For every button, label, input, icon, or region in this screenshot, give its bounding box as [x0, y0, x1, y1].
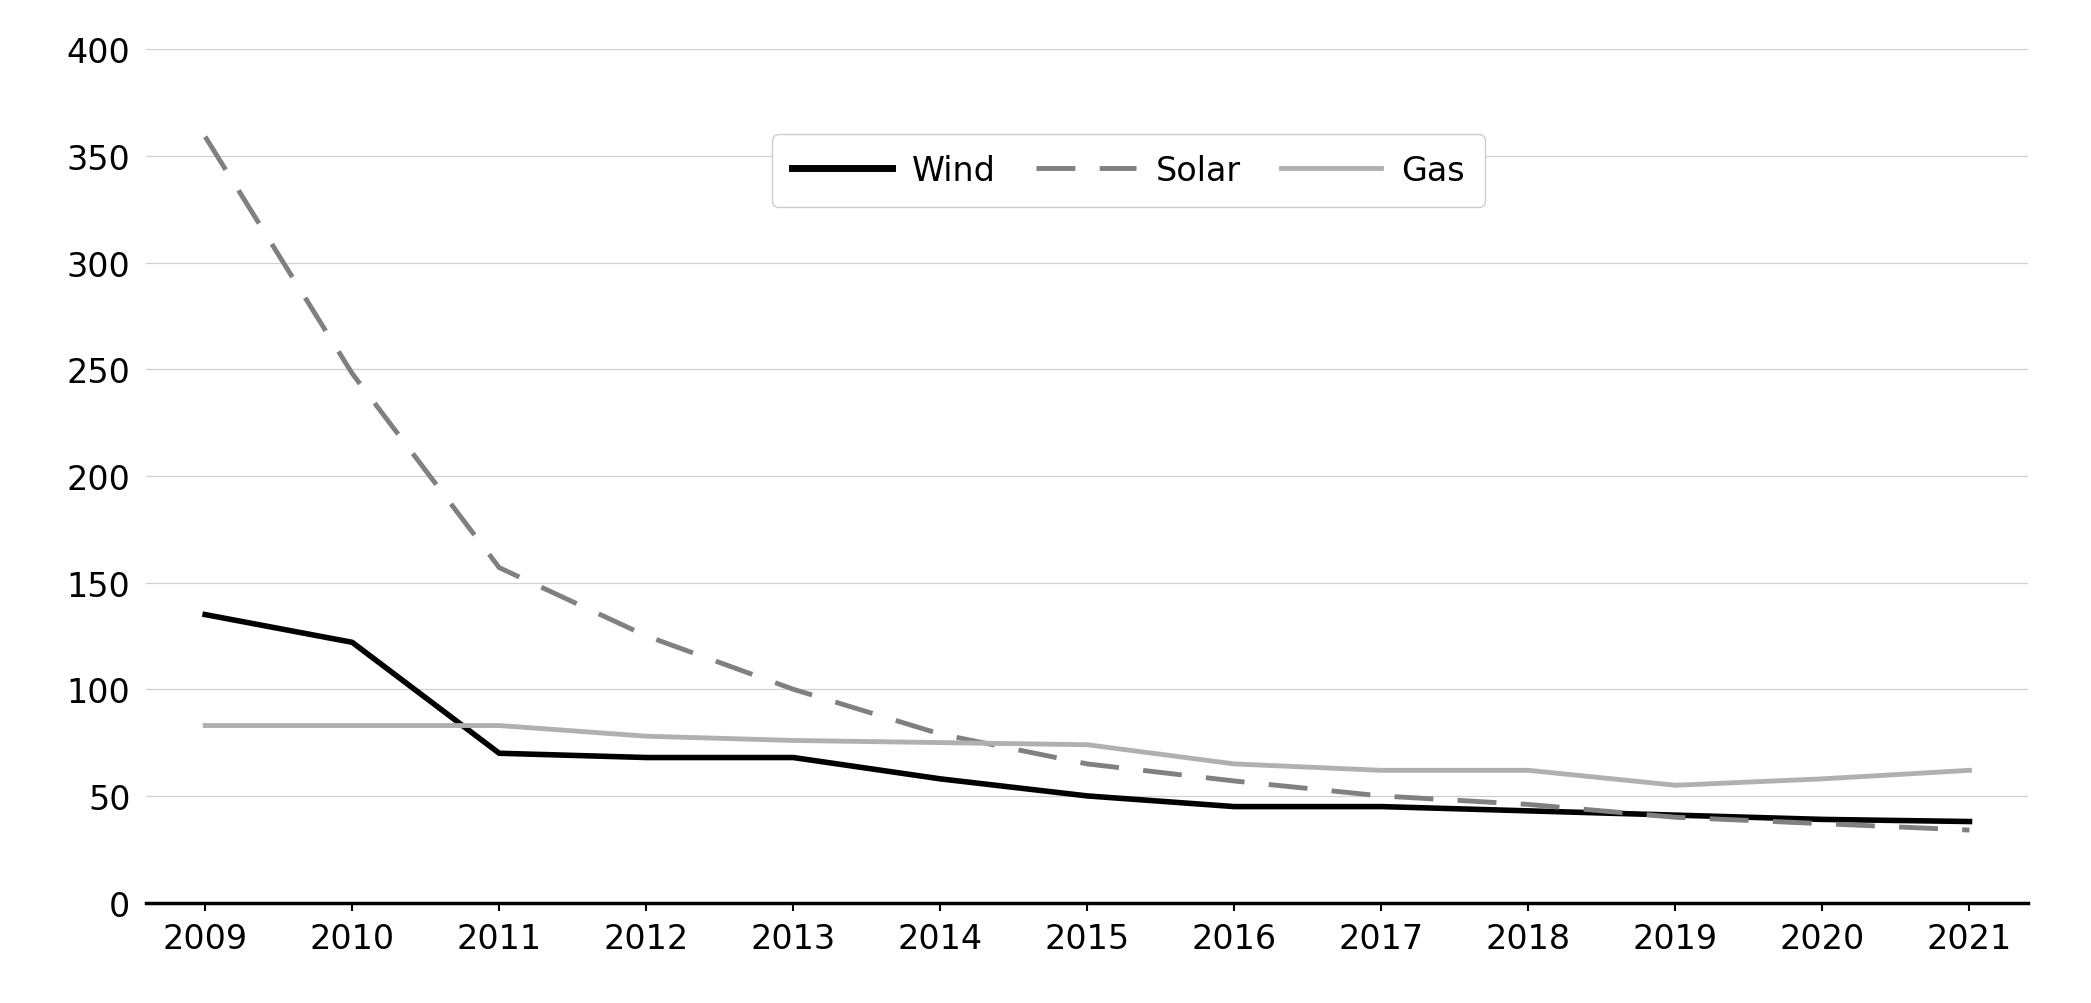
Legend: Wind, Solar, Gas: Wind, Solar, Gas: [772, 135, 1485, 208]
